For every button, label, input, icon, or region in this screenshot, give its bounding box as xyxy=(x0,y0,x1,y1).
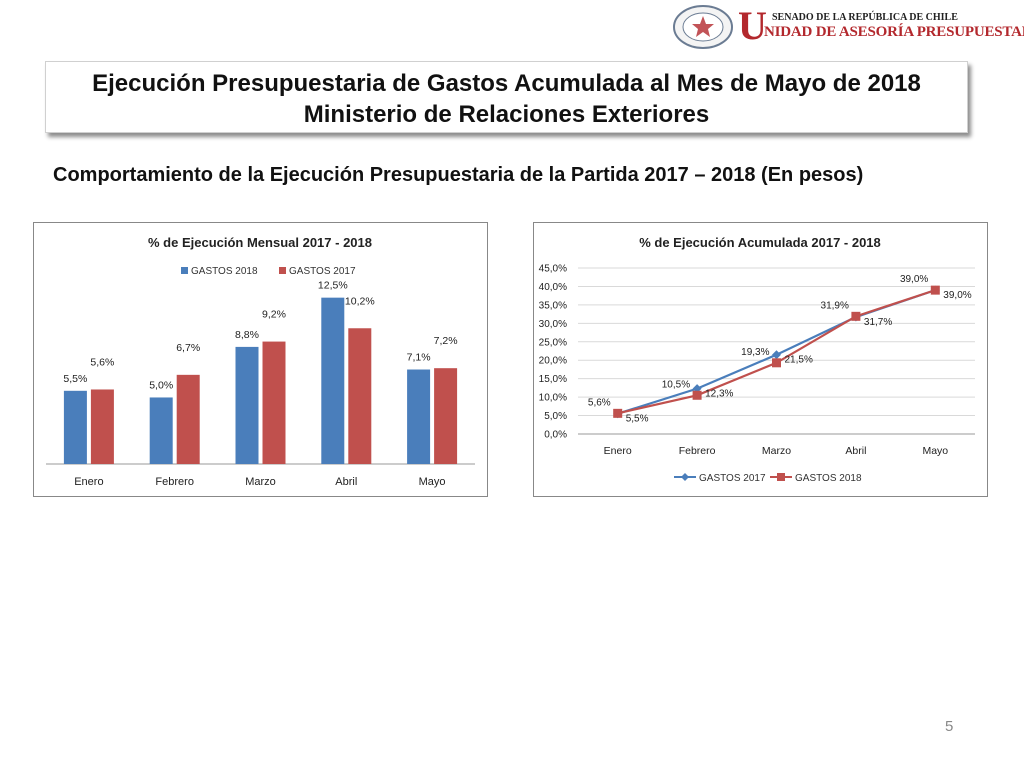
bar xyxy=(407,369,431,464)
y-tick-label: 20,0% xyxy=(539,356,567,367)
section-subtitle: Comportamiento de la Ejecución Presupues… xyxy=(53,164,864,186)
bar xyxy=(434,368,458,464)
point-marker xyxy=(613,408,623,418)
bar xyxy=(262,341,286,464)
point-marker xyxy=(772,358,781,368)
x-tick-label: Febrero xyxy=(679,445,716,457)
point-data-label: 31,9% xyxy=(821,300,849,311)
x-tick-label: Abril xyxy=(845,445,866,457)
cumulative-line-chart-svg: % de Ejecución Acumulada 2017 - 2018 0,0%… xyxy=(539,235,975,484)
point-marker xyxy=(851,311,861,321)
point-data-label: 31,7% xyxy=(864,317,892,328)
point-data-label: 21,5% xyxy=(785,355,813,366)
bar xyxy=(176,374,200,464)
legend-swatch xyxy=(181,267,188,274)
point-data-label: 12,3% xyxy=(705,389,733,400)
point-marker xyxy=(930,285,940,295)
page-number: 5 xyxy=(945,718,954,735)
chart-title: % de Ejecución Acumulada 2017 - 2018 xyxy=(639,235,881,250)
bar-data-label: 5,0% xyxy=(149,379,173,391)
bar-data-label: 7,2% xyxy=(434,335,458,347)
legend-label: GASTOS 2017 xyxy=(699,473,766,484)
y-tick-label: 10,0% xyxy=(539,393,567,404)
x-tick-label: Abril xyxy=(335,476,357,488)
logo-main-text: NIDAD DE ASESORÍA PRESUPUESTARIA xyxy=(764,24,1024,40)
title-box: Ejecución Presupuestaria de Gastos Acumu… xyxy=(45,61,968,133)
x-tick-label: Febrero xyxy=(155,476,194,488)
bar xyxy=(348,328,372,464)
bar-data-label: 9,2% xyxy=(262,309,286,321)
bar xyxy=(90,389,114,464)
senado-seal-icon xyxy=(673,5,733,49)
bar xyxy=(63,390,87,464)
bar xyxy=(235,346,259,464)
x-tick-label: Mayo xyxy=(922,445,948,457)
x-tick-label: Marzo xyxy=(762,445,791,457)
y-tick-label: 25,0% xyxy=(539,337,567,348)
point-data-label: 5,5% xyxy=(626,414,649,425)
logo-top-text: SENADO DE LA REPÚBLICA DE CHILE xyxy=(772,12,958,23)
y-tick-label: 45,0% xyxy=(539,264,567,275)
legend-label: GASTOS 2018 xyxy=(191,266,258,277)
bar-data-label: 12,5% xyxy=(318,280,348,292)
point-data-label: 39,0% xyxy=(900,274,928,285)
page-title-ministry: Ministerio de Relaciones Exteriores xyxy=(303,101,710,128)
cumulative-line-chart: % de Ejecución Acumulada 2017 - 2018 0,0%… xyxy=(533,222,988,497)
point-data-label: 10,5% xyxy=(662,379,690,390)
point-marker xyxy=(772,350,781,360)
bar xyxy=(321,297,345,464)
bar-data-label: 5,6% xyxy=(90,356,114,368)
y-tick-label: 15,0% xyxy=(539,374,567,385)
point-data-label: 39,0% xyxy=(943,290,971,301)
bar-data-label: 5,5% xyxy=(63,373,87,385)
monthly-bar-chart: % de Ejecución Mensual 2017 - 2018 GASTOS… xyxy=(33,222,488,497)
unidad-logo: U SENADO DE LA REPÚBLICA DE CHILE NIDAD … xyxy=(672,3,1024,54)
y-tick-label: 30,0% xyxy=(539,319,567,330)
logo-letter: U xyxy=(738,3,767,48)
y-tick-label: 0,0% xyxy=(544,430,567,441)
legend-label: GASTOS 2018 xyxy=(795,473,862,484)
y-tick-label: 40,0% xyxy=(539,282,567,293)
bar-data-label: 10,2% xyxy=(345,295,375,307)
bar-data-label: 6,7% xyxy=(176,342,200,354)
x-tick-label: Enero xyxy=(604,445,632,457)
bar xyxy=(149,397,173,464)
page-title: Ejecución Presupuestaria de Gastos Acumu… xyxy=(92,70,921,97)
chart-title: % de Ejecución Mensual 2017 - 2018 xyxy=(148,235,372,250)
legend-marker xyxy=(681,473,689,481)
legend-label: GASTOS 2017 xyxy=(289,266,356,277)
legend-marker xyxy=(777,473,785,481)
point-marker xyxy=(692,390,702,400)
legend-swatch xyxy=(279,267,286,274)
point-data-label: 5,6% xyxy=(588,397,611,408)
y-tick-label: 35,0% xyxy=(539,300,567,311)
bar-data-label: 8,8% xyxy=(235,329,259,341)
bar-data-label: 7,1% xyxy=(407,352,431,364)
x-tick-label: Mayo xyxy=(419,476,446,488)
x-tick-label: Enero xyxy=(74,476,103,488)
monthly-bar-chart-svg: % de Ejecución Mensual 2017 - 2018 GASTOS… xyxy=(46,235,475,488)
x-tick-label: Marzo xyxy=(245,476,276,488)
y-tick-label: 5,0% xyxy=(544,411,567,422)
point-data-label: 19,3% xyxy=(741,347,769,358)
